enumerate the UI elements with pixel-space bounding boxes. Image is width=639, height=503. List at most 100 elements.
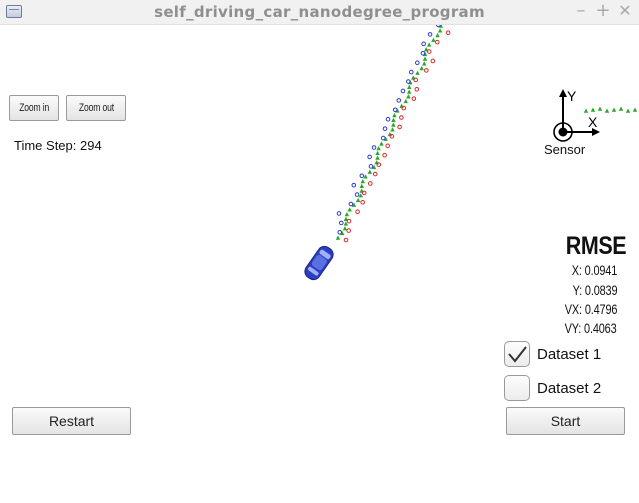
start-button[interactable]: Start xyxy=(506,407,625,435)
radar-marker xyxy=(359,173,365,179)
close-button[interactable]: ✕ xyxy=(618,1,632,20)
sensor-x-label: X xyxy=(588,114,598,130)
zoom-out-button[interactable]: Zoom out xyxy=(66,95,126,121)
estimate-marker xyxy=(419,65,424,71)
estimate-marker xyxy=(625,108,631,113)
radar-marker xyxy=(336,211,342,216)
lidar-marker xyxy=(434,39,440,45)
radar-marker xyxy=(382,126,388,131)
radar-marker xyxy=(421,41,426,47)
estimate-marker xyxy=(367,169,373,174)
estimate-marker xyxy=(426,42,432,47)
simulation-view xyxy=(304,25,638,281)
lidar-marker xyxy=(423,68,429,73)
estimate-marker xyxy=(403,98,408,104)
lidar-marker xyxy=(367,181,373,186)
estimate-marker xyxy=(437,28,443,33)
sensor-caption: Sensor xyxy=(544,142,586,157)
estimate-marker xyxy=(343,216,349,221)
estimate-marker xyxy=(335,235,341,240)
lidar-marker xyxy=(414,86,420,92)
radar-marker xyxy=(427,32,433,37)
dataset-1-checkbox[interactable] xyxy=(504,341,530,367)
estimate-marker xyxy=(391,117,396,123)
estimate-marker xyxy=(406,89,412,94)
lidar-marker xyxy=(445,30,451,36)
estimate-marker xyxy=(379,141,384,146)
rmse-title: RMSE xyxy=(565,232,627,260)
lidar-marker xyxy=(343,237,349,243)
estimate-marker xyxy=(343,221,349,226)
lidar-marker xyxy=(372,171,378,177)
lidar-marker xyxy=(346,218,352,224)
checkmark-icon xyxy=(508,346,527,363)
lidar-marker xyxy=(430,58,436,64)
estimate-marker xyxy=(431,37,436,42)
sensor-y-label: Y xyxy=(567,88,577,104)
estimate-marker xyxy=(376,145,381,151)
estimate-marker xyxy=(415,70,420,75)
rmse-y: Y: 0.0839 xyxy=(572,282,617,298)
radar-marker xyxy=(420,50,426,56)
maximize-button[interactable]: + xyxy=(595,0,611,21)
radar-marker xyxy=(337,229,343,235)
estimate-marker xyxy=(383,136,388,141)
radar-marker xyxy=(338,220,344,226)
estimate-marker xyxy=(590,107,596,112)
restart-button[interactable]: Restart xyxy=(12,407,131,435)
estimate-marker xyxy=(411,75,416,80)
sensor-axes-icon xyxy=(553,89,600,142)
estimate-marker xyxy=(392,113,397,118)
radar-marker xyxy=(380,135,386,141)
estimate-marker xyxy=(611,107,617,112)
zoom-out-label: Zoom out xyxy=(78,102,114,114)
estimate-marker xyxy=(351,202,357,207)
lidar-marker xyxy=(399,115,404,120)
radar-marker xyxy=(415,60,420,65)
lidar-marker xyxy=(426,49,432,54)
estimate-marker xyxy=(340,230,345,236)
estimate-marker xyxy=(355,197,361,203)
rmse-x: X: 0.0941 xyxy=(571,262,618,278)
minimize-button[interactable]: – xyxy=(576,0,586,21)
time-step-label: Time Step: 294 xyxy=(14,138,102,153)
estimate-marker xyxy=(422,56,428,61)
radar-marker xyxy=(400,88,406,94)
lidar-marker xyxy=(360,200,365,205)
lidar-marker xyxy=(413,77,419,83)
radar-marker xyxy=(436,25,441,28)
window-menu-icon[interactable] xyxy=(6,5,22,18)
estimate-marker xyxy=(358,193,364,198)
lidar-marker xyxy=(401,105,407,111)
rmse-vy: VY: 0.4063 xyxy=(565,320,617,336)
radar-marker xyxy=(371,145,377,150)
radar-marker xyxy=(368,164,374,169)
lidar-marker xyxy=(376,162,382,167)
dataset-2-checkbox[interactable] xyxy=(504,375,530,401)
zoom-in-label: Zoom in xyxy=(19,102,49,114)
radar-marker xyxy=(385,116,391,122)
zoom-in-button[interactable]: Zoom in xyxy=(9,95,59,121)
estimate-marker xyxy=(359,188,364,193)
estimate-marker xyxy=(363,174,368,179)
estimate-marker xyxy=(422,61,427,66)
window-title-bar: self_driving_car_nanodegree_program – + … xyxy=(0,0,639,25)
estimate-marker xyxy=(344,211,350,217)
lidar-marker xyxy=(385,143,390,149)
estimate-marker xyxy=(347,207,352,212)
estimate-marker xyxy=(375,155,380,160)
estimate-marker xyxy=(406,94,411,99)
estimate-marker xyxy=(583,108,589,113)
estimate-marker xyxy=(359,183,364,188)
estimate-marker xyxy=(390,127,395,132)
radar-marker xyxy=(351,182,357,188)
estimate-marker xyxy=(360,178,365,184)
estimate-marker xyxy=(375,150,380,155)
lidar-marker xyxy=(397,124,402,130)
radar-marker xyxy=(408,69,414,75)
estimate-marker xyxy=(597,106,603,111)
estimate-marker xyxy=(371,164,377,170)
lidar-marker xyxy=(411,96,417,101)
rmse-vx: VX: 0.4796 xyxy=(564,301,618,317)
lidar-marker xyxy=(361,190,367,196)
